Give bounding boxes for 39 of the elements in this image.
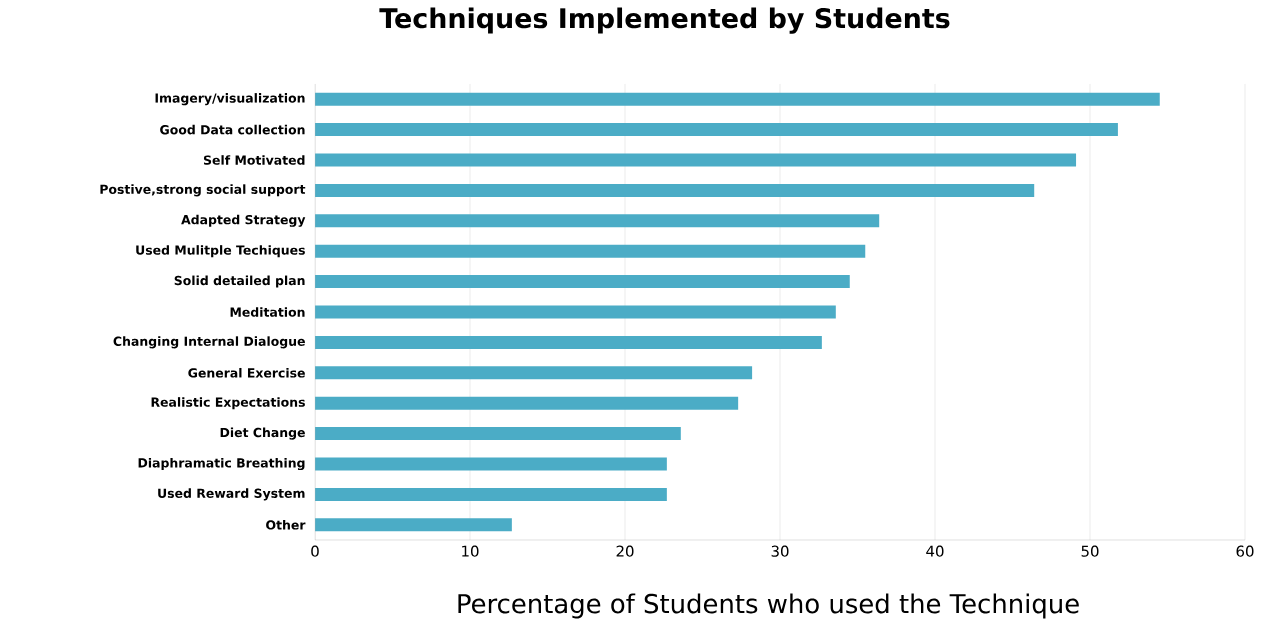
y-tick-label: Self Motivated (203, 155, 305, 165)
y-tick-label: Meditation (230, 307, 305, 317)
bar (315, 427, 681, 441)
bar (315, 244, 866, 258)
bar (315, 366, 753, 380)
x-tick-label: 40 (926, 545, 944, 557)
bar (315, 396, 739, 410)
y-tick-label: Used Mulitple Techiques (136, 245, 305, 258)
x-tick-label: 10 (462, 545, 479, 557)
x-tick-label: 50 (1081, 545, 1099, 557)
y-tick-label: General Exercise (188, 367, 305, 378)
y-tick-label: Imagery/visualization (155, 93, 305, 106)
bar (315, 275, 850, 289)
y-tick-label: Adapted Strategy (181, 214, 306, 227)
x-tick-label: 20 (616, 545, 634, 557)
bar (315, 457, 667, 471)
y-tick-label: Realistic Expectations (151, 397, 305, 410)
y-tick-label: Postive,strong social support (100, 184, 306, 197)
bar (315, 305, 836, 319)
bar (315, 487, 667, 501)
bar (315, 518, 512, 532)
y-tick-label: Used Reward System (158, 488, 305, 501)
x-tick-label: 0 (311, 545, 319, 557)
y-tick-label: Solid detailed plan (174, 275, 305, 288)
bar (315, 183, 1035, 197)
y-tick-label: Changing Internal Dialogue (113, 336, 305, 349)
bar (315, 153, 1077, 167)
y-tick-label: Other (266, 519, 306, 530)
chart-title: Techniques Implemented by Students (379, 7, 950, 34)
bar (315, 92, 1160, 106)
bar (315, 123, 1118, 137)
bar (315, 335, 822, 349)
y-tick-label: Diet Change (220, 427, 305, 440)
x-axis-title: Percentage of Students who used the Technique (458, 593, 1079, 619)
y-tick-label: Diaphramatic Breathing (138, 457, 305, 471)
y-tick-label: Good Data collection (160, 124, 305, 135)
x-tick-label: 30 (771, 545, 789, 557)
bar (315, 214, 880, 228)
x-tick-label: 60 (1236, 545, 1254, 557)
